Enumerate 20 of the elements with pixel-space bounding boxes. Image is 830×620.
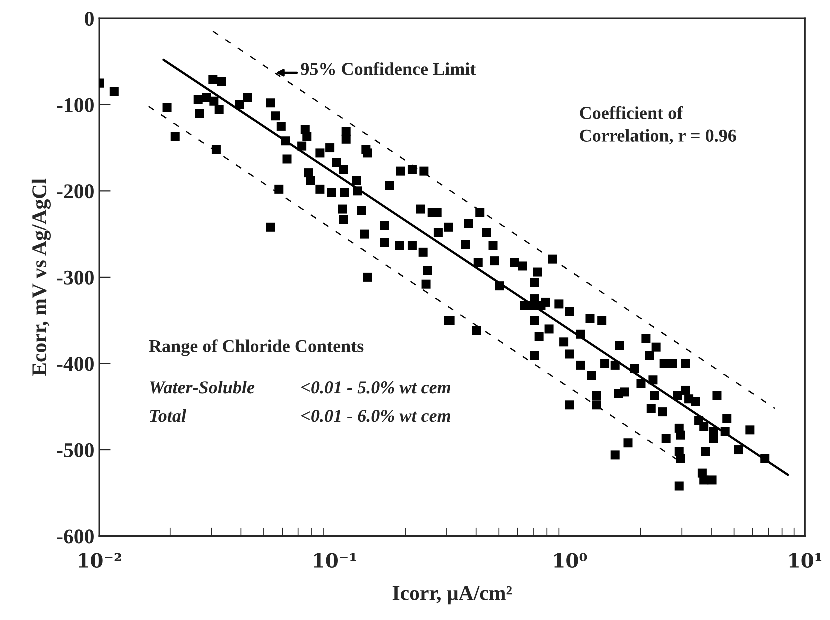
y-tick-label: -300 — [57, 270, 94, 285]
annotation: <0.01 - 5.0% wt cem — [302, 382, 450, 394]
y-tick-label: -400 — [57, 357, 94, 372]
y-tick-label: -200 — [57, 184, 94, 199]
y-tick-label: -500 — [57, 443, 94, 458]
annotation: <0.01 - 6.0% wt cem — [302, 410, 450, 422]
annotation: Coefficient of Correlation, r = 0.96 — [580, 106, 736, 145]
x-axis-title: Icorr, μA/cm² — [392, 586, 512, 605]
annotation: Range of Chloride Contents — [149, 340, 364, 356]
x-tick-label: 10⁻² — [79, 553, 122, 568]
annotation: Water-Soluble — [150, 380, 255, 394]
x-tick-label: 10⁰ — [554, 553, 588, 568]
y-tick-label: -100 — [57, 98, 94, 112]
y-tick-label: -600 — [57, 530, 94, 544]
x-tick-label: 10⁻¹ — [314, 553, 356, 568]
y-axis-title: Ecorr, mV vs Ag/AgCl — [32, 178, 51, 376]
x-tick-label: 10¹ — [790, 553, 822, 568]
annotation: Total — [150, 409, 186, 422]
annotation: 95% Confidence Limit — [301, 62, 476, 76]
y-tick-label: 0 — [85, 12, 94, 26]
